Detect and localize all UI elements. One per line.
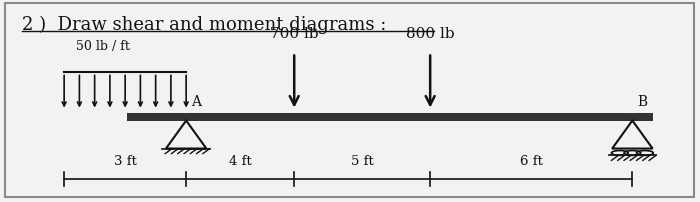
Text: 2 )  Draw shear and moment diagrams :: 2 ) Draw shear and moment diagrams : [22,15,386,34]
FancyBboxPatch shape [127,113,653,121]
Text: B: B [637,94,648,108]
Text: 800 lb: 800 lb [406,27,454,41]
Text: 3 ft: 3 ft [113,154,136,167]
Text: 6 ft: 6 ft [520,154,542,167]
Text: 50 lb / ft: 50 lb / ft [76,40,130,53]
Text: A: A [191,94,201,108]
Text: 5 ft: 5 ft [351,154,374,167]
Text: 700 lb: 700 lb [270,27,318,41]
Text: 4 ft: 4 ft [229,154,251,167]
